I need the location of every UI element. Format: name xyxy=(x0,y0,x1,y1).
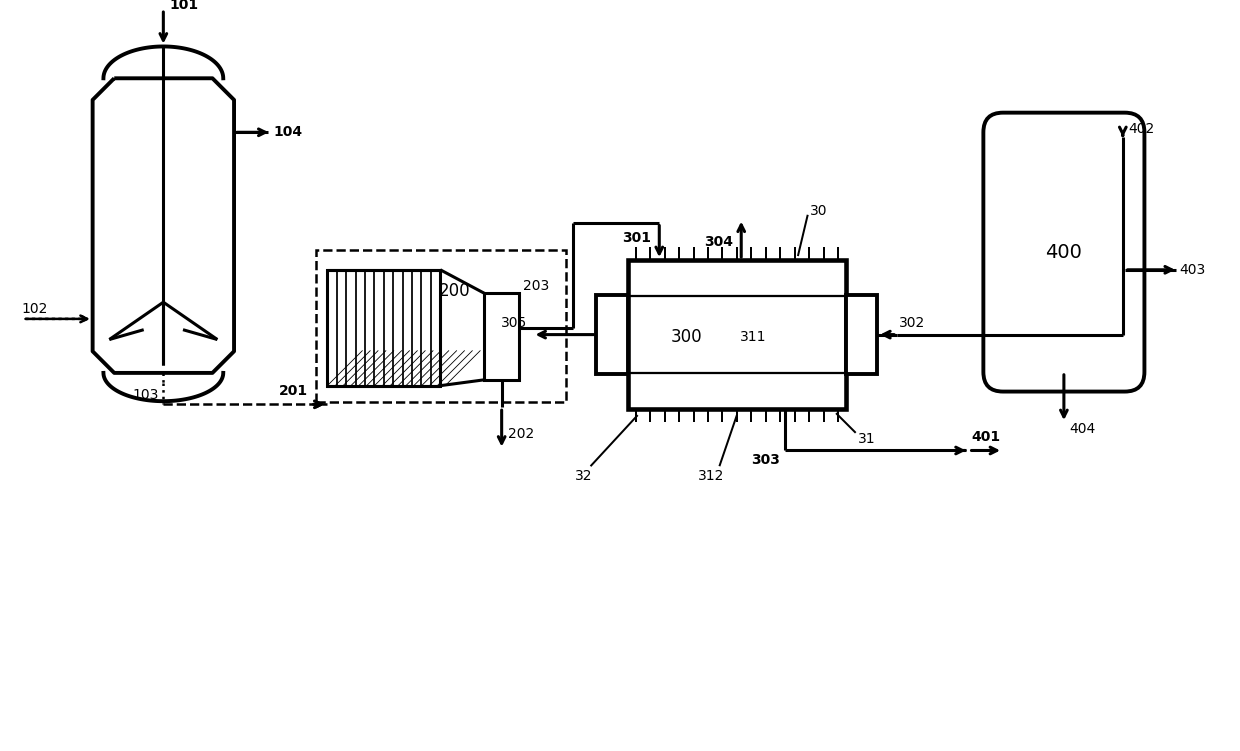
Text: 31: 31 xyxy=(858,432,875,445)
Text: 32: 32 xyxy=(575,469,593,483)
Text: 404: 404 xyxy=(1070,422,1096,436)
Text: 402: 402 xyxy=(1128,122,1154,137)
Text: 101: 101 xyxy=(169,0,198,12)
Bar xyxy=(327,270,440,386)
FancyBboxPatch shape xyxy=(983,113,1145,391)
Text: 104: 104 xyxy=(273,125,303,139)
Text: 312: 312 xyxy=(698,469,724,483)
Text: 403: 403 xyxy=(1179,263,1207,277)
Bar xyxy=(846,295,878,374)
Bar xyxy=(485,294,518,380)
Text: 202: 202 xyxy=(507,427,533,441)
Text: 302: 302 xyxy=(899,316,925,330)
Bar xyxy=(596,295,627,374)
Text: 200: 200 xyxy=(439,282,471,300)
Text: 305: 305 xyxy=(501,316,528,330)
Text: 103: 103 xyxy=(131,388,159,402)
Bar xyxy=(627,260,846,409)
Text: 311: 311 xyxy=(740,330,766,343)
Text: 300: 300 xyxy=(671,327,703,345)
Text: 201: 201 xyxy=(279,384,308,397)
Text: 301: 301 xyxy=(622,231,651,246)
Text: 203: 203 xyxy=(523,279,549,292)
Text: 303: 303 xyxy=(751,454,780,467)
Bar xyxy=(315,250,565,403)
Text: 102: 102 xyxy=(21,302,47,316)
Text: 400: 400 xyxy=(1045,243,1083,261)
Text: 30: 30 xyxy=(810,204,827,218)
Text: 304: 304 xyxy=(704,235,733,249)
Text: 401: 401 xyxy=(971,430,1001,444)
